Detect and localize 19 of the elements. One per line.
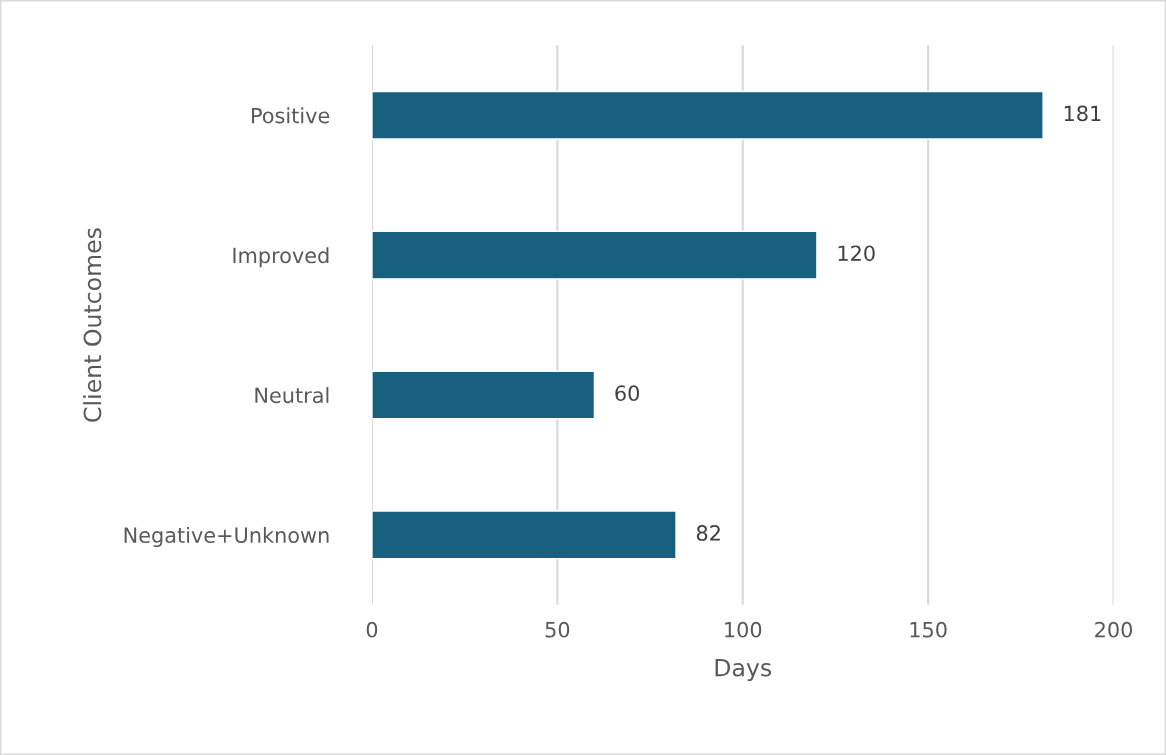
- y-tick-label: Positive: [252, 107, 330, 124]
- bar: [371, 370, 596, 420]
- x-axis-title: Days: [715, 658, 772, 682]
- x-tick-label: 150: [910, 621, 947, 638]
- x-tick-label: 200: [1095, 621, 1133, 638]
- x-tick-label: 100: [725, 621, 762, 638]
- bar: [371, 90, 1044, 140]
- bar: [371, 510, 677, 560]
- data-label: 82: [696, 525, 720, 541]
- x-tick-label: 0: [366, 621, 378, 638]
- data-label: 60: [615, 385, 639, 401]
- y-axis-title: Client Outcomes: [83, 228, 102, 422]
- y-tick-label: Improved: [233, 247, 329, 268]
- x-tick-label: 50: [545, 621, 570, 638]
- y-tick-label: Neutral: [255, 387, 329, 404]
- bar: [371, 230, 818, 280]
- data-label: 181: [1064, 105, 1101, 122]
- data-label: 120: [838, 245, 875, 262]
- y-tick-label: Negative+Unknown: [124, 526, 329, 548]
